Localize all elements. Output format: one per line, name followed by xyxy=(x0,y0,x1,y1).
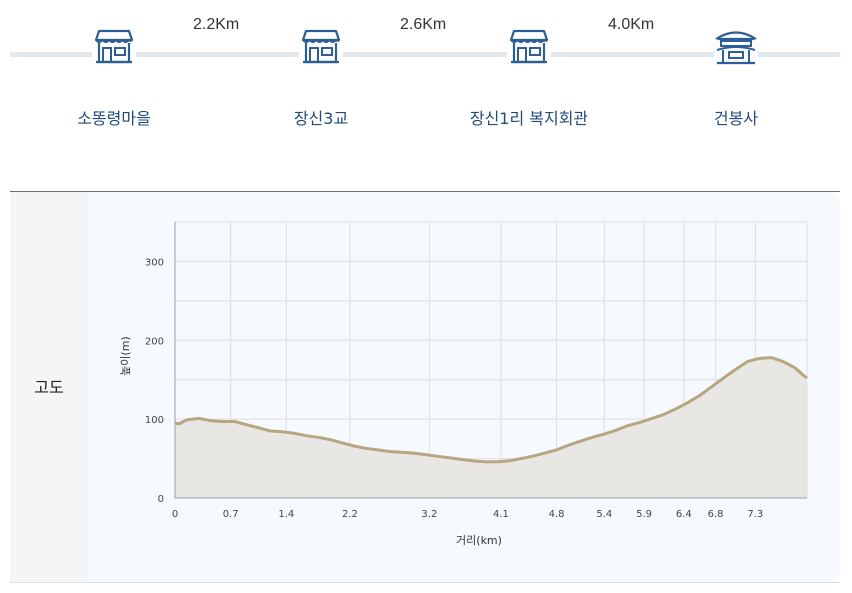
x-tick-labels: 0 0.7 1.4 2.2 3.2 4.1 4.8 5.4 5.9 6.4 6.8 7.3 xyxy=(172,509,763,520)
elevation-chart: 0 0.7 1.4 2.2 3.2 4.1 4.8 5.4 5.9 6.4 6.8 7.3 0 100 2… xyxy=(119,221,808,547)
y-tick-label: 300 xyxy=(145,257,164,268)
x-tick-label: 2.2 xyxy=(342,509,358,520)
route-stop-2[interactable]: 장신3교 xyxy=(241,26,401,129)
x-tick-label: 5.9 xyxy=(636,509,652,520)
segment-distance: 4.0Km xyxy=(608,16,655,33)
temple-icon xyxy=(714,28,758,68)
elevation-area xyxy=(175,357,807,498)
shop-icon xyxy=(92,28,136,68)
shop-icon xyxy=(507,28,551,68)
x-tick-label: 6.8 xyxy=(708,509,724,520)
route-stop-1[interactable]: 소똥령마을 xyxy=(34,26,194,129)
route-line xyxy=(10,52,840,57)
x-tick-label: 5.4 xyxy=(596,509,612,520)
shop-icon xyxy=(299,28,343,68)
x-tick-label: 0.7 xyxy=(223,509,239,520)
x-axis-title: 거리(km) xyxy=(456,534,502,547)
stop-name: 장신3교 xyxy=(293,109,349,128)
panel-top-border xyxy=(10,191,840,192)
stop-name: 건봉사 xyxy=(713,109,759,128)
y-axis-title: 높이(m) xyxy=(119,336,132,376)
panel-bottom-border xyxy=(10,582,840,583)
y-tick-label: 0 xyxy=(158,494,164,505)
segment-distance: 2.2Km xyxy=(193,16,240,33)
x-tick-label: 0 xyxy=(172,509,178,520)
x-tick-label: 4.8 xyxy=(549,509,565,520)
panel-label: 고도 xyxy=(34,378,64,397)
elevation-line xyxy=(174,356,808,464)
panel-label-cell: 고도 xyxy=(10,192,88,582)
route-stop-3[interactable]: 장신1리 복지회관 xyxy=(449,26,609,129)
y-tick-label: 200 xyxy=(145,336,164,347)
route-stop-4[interactable]: 건봉사 xyxy=(656,26,816,129)
stop-name: 장신1리 복지회관 xyxy=(469,109,589,128)
y-tick-label: 100 xyxy=(145,415,164,426)
segment-distance: 2.6Km xyxy=(400,16,447,33)
y-tick-labels: 0 100 200 300 xyxy=(145,257,164,505)
x-tick-label: 1.4 xyxy=(278,509,294,520)
x-tick-label: 7.3 xyxy=(747,509,763,520)
x-tick-label: 4.1 xyxy=(493,509,509,520)
x-tick-label: 6.4 xyxy=(676,509,692,520)
stop-name: 소똥령마을 xyxy=(77,109,151,128)
x-tick-label: 3.2 xyxy=(421,509,437,520)
